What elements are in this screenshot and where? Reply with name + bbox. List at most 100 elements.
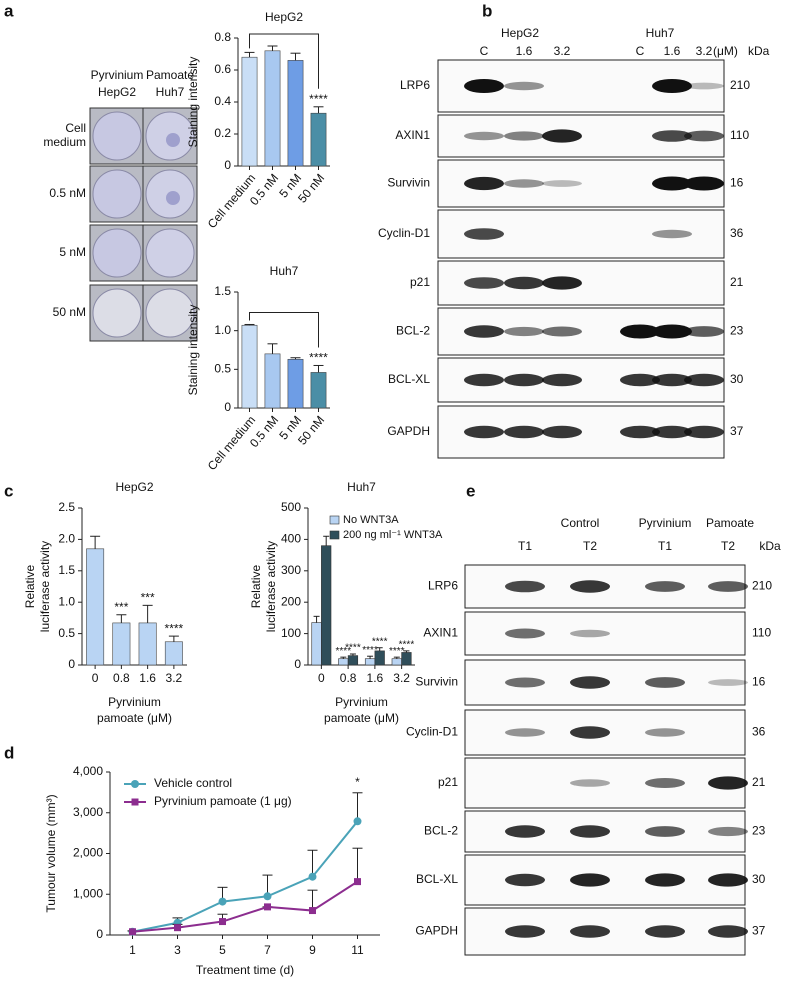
lane-label: T2	[583, 539, 597, 553]
bar	[374, 650, 385, 666]
column-header: Pyrvinium	[91, 68, 144, 82]
significance: ****	[345, 643, 361, 654]
band	[652, 229, 692, 239]
bar	[311, 622, 322, 666]
x-tick-label: 1.6	[367, 671, 384, 685]
lane-label: T1	[518, 539, 532, 553]
kda-value: 21	[730, 275, 744, 289]
marker	[263, 892, 272, 901]
protein-label: Cyclin-D1	[378, 226, 430, 240]
band	[464, 79, 504, 93]
column-header: Pamoate	[146, 68, 194, 82]
band	[652, 373, 692, 387]
band	[464, 325, 504, 338]
x-tick-label: 9	[309, 943, 316, 957]
marker	[308, 872, 317, 881]
significance: ****	[165, 621, 184, 635]
band	[504, 81, 544, 91]
x-tick-label: 0	[92, 671, 99, 685]
band	[504, 131, 544, 141]
band	[505, 728, 545, 737]
band	[652, 130, 692, 142]
y-tick-label: 0.2	[214, 126, 231, 140]
protein-label: p21	[438, 775, 458, 789]
x-axis-label: Pyrvinium	[335, 695, 388, 709]
group-label: Control	[561, 516, 600, 530]
panel-label: b	[482, 1, 492, 20]
band	[464, 373, 504, 387]
legend-label: Vehicle control	[154, 776, 232, 790]
legend-label: No WNT3A	[343, 514, 399, 526]
marker	[264, 903, 271, 911]
bar	[321, 545, 332, 666]
y-tick-label: 0.8	[214, 30, 231, 44]
y-tick-label: 500	[281, 500, 301, 514]
kda-value: 110	[730, 128, 749, 142]
band	[684, 82, 724, 90]
unit-label: (μM)	[713, 44, 738, 58]
lane-label: 3.2	[696, 44, 713, 58]
bar	[347, 655, 359, 666]
y-tick-label: 1.5	[58, 563, 75, 577]
band	[570, 825, 610, 838]
panel-label: e	[466, 481, 475, 500]
y-axis-label: Staining intensity	[186, 57, 200, 148]
band	[570, 629, 610, 638]
protein-label: BCL-XL	[416, 872, 458, 886]
bar	[310, 372, 327, 409]
x-tick-label: 11	[351, 943, 364, 957]
x-tick-label: 1.6	[139, 671, 156, 685]
x-axis-label: pamoate (μM)	[97, 711, 172, 725]
y-tick-label: 4,000	[73, 764, 103, 778]
y-axis-label: luciferase activity	[264, 541, 278, 632]
band	[684, 373, 724, 387]
bar	[287, 60, 304, 167]
band	[505, 580, 545, 593]
protein-label: Survivin	[415, 675, 458, 689]
x-tick-label: 3.2	[393, 671, 410, 685]
bar	[264, 353, 281, 409]
comparison-bracket	[249, 311, 319, 348]
band	[645, 581, 685, 592]
band	[708, 826, 748, 837]
comparison-bracket	[249, 33, 319, 89]
significance: ****	[372, 636, 388, 647]
band	[570, 676, 610, 689]
y-tick-label: 2.0	[58, 532, 75, 546]
lane-label: C	[480, 44, 489, 58]
x-tick-label: 50 nM	[295, 413, 327, 448]
band	[645, 925, 685, 938]
legend-swatch	[329, 530, 340, 540]
bar	[310, 112, 327, 167]
bar	[164, 641, 183, 666]
marker	[174, 924, 181, 932]
band	[542, 180, 582, 187]
band	[708, 925, 748, 938]
protein-label: Cyclin-D1	[406, 725, 458, 739]
band	[570, 726, 610, 739]
lane-label: T1	[658, 539, 672, 553]
plate	[145, 288, 195, 338]
band	[684, 425, 724, 439]
band	[684, 176, 724, 191]
plate	[92, 111, 142, 161]
marker	[309, 907, 316, 915]
band	[684, 326, 724, 337]
y-tick-label: 200	[281, 594, 301, 608]
band	[505, 628, 545, 639]
y-tick-label: 1.0	[58, 594, 75, 608]
band	[652, 425, 692, 439]
x-axis-label: pamoate (μM)	[324, 711, 399, 725]
band	[684, 130, 724, 142]
blot-box	[464, 757, 746, 809]
band	[504, 326, 544, 337]
y-tick-label: 100	[281, 626, 301, 640]
blot-box	[464, 611, 746, 656]
marker	[219, 918, 226, 926]
legend-marker	[131, 798, 139, 806]
x-axis-label: Treatment time (d)	[196, 963, 294, 977]
y-tick-label: 0.6	[214, 62, 231, 76]
bar	[287, 358, 304, 409]
kda-value: 23	[730, 324, 744, 338]
band	[504, 373, 544, 387]
